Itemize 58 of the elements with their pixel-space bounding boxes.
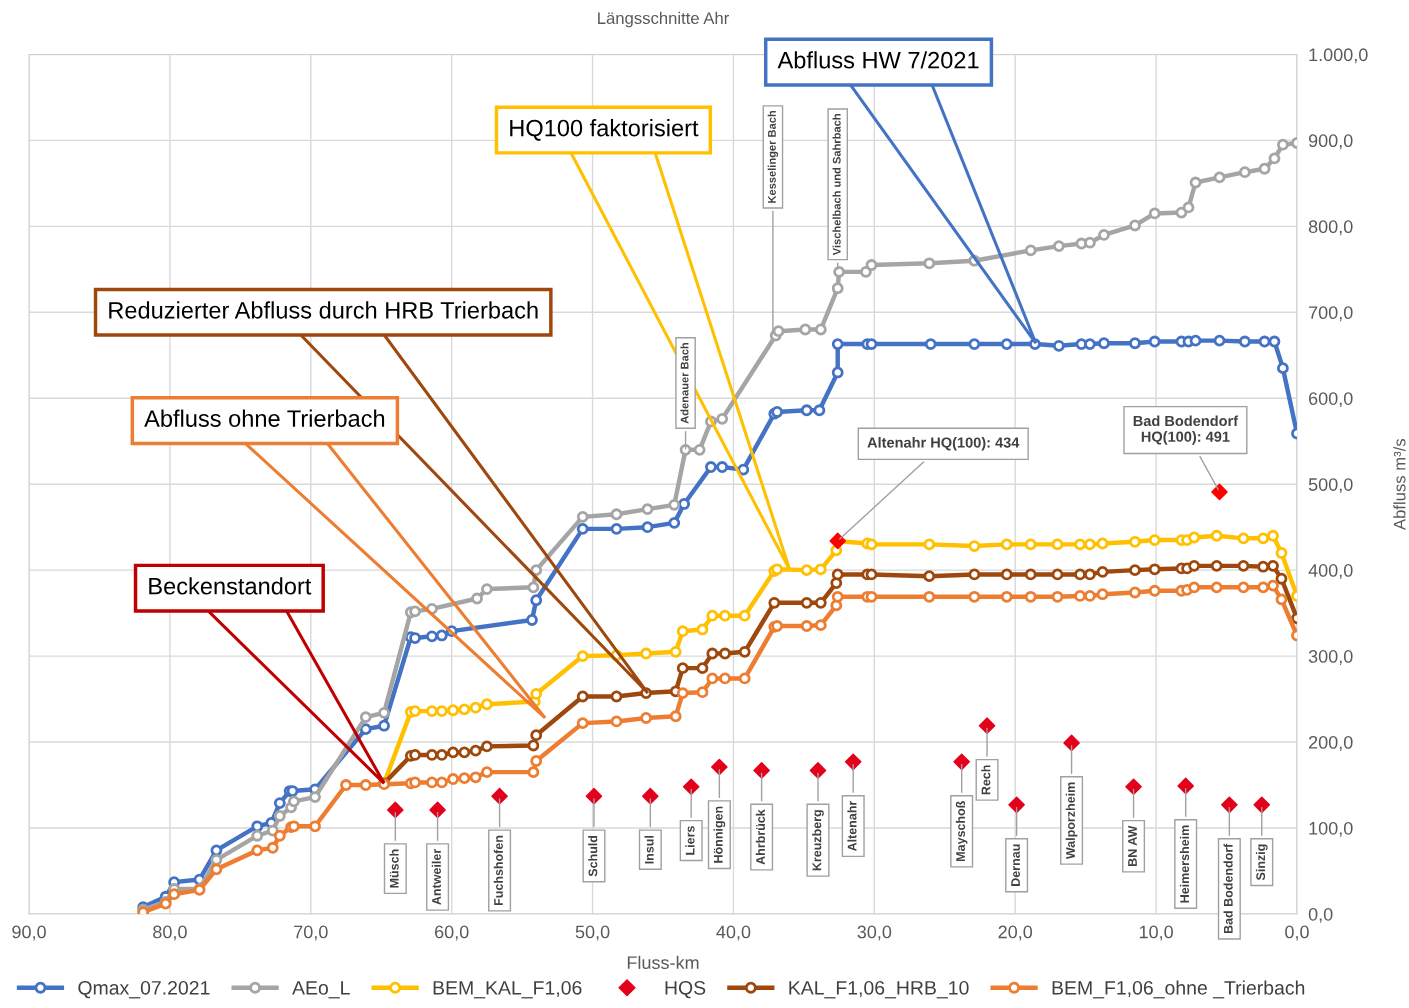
y-tick-label: 400,0 xyxy=(1308,564,1353,579)
chart-title: Längsschnitte Ahr xyxy=(598,11,729,28)
annotation: Mayschoß xyxy=(955,801,968,861)
legend-label: HQS xyxy=(665,980,706,999)
annotation: Sinzig xyxy=(1255,844,1268,881)
legend-label: BEM_KAL_F1,06 xyxy=(433,980,582,999)
annotation: Walporzheim xyxy=(1065,782,1078,860)
y-tick-label: 0,0 xyxy=(1308,907,1333,923)
y-tick-label: 500,0 xyxy=(1308,478,1353,494)
x-tick-label: 20,0 xyxy=(998,925,1033,941)
annotation: Heimersheim xyxy=(1179,825,1190,903)
annotation: Schuld xyxy=(588,835,598,877)
annotation: Beckenstandort xyxy=(149,577,312,595)
annotation: Rech xyxy=(981,765,991,795)
annotation: Reduzierter Abfluss durch HRB Trierbach xyxy=(109,301,538,319)
x-tick-label: 10,0 xyxy=(1139,925,1173,941)
x-tick-label: 80,0 xyxy=(153,925,187,941)
annotation: Bad Bodendorf xyxy=(1223,843,1233,934)
y-tick-label: 100,0 xyxy=(1309,821,1353,837)
annotation: Kesselinger Bach xyxy=(767,110,779,203)
annotation: Altenahr xyxy=(847,800,857,852)
legend-label: AEo_L xyxy=(292,981,350,999)
y-tick-label: 700,0 xyxy=(1309,306,1353,322)
annotation: Bad Bodendorf HQ(100): 491 xyxy=(1133,415,1239,445)
y-tick-label: 800,0 xyxy=(1308,220,1353,236)
y-tick-label: 900,0 xyxy=(1308,134,1353,150)
annotation: Adenauer Bach xyxy=(680,342,689,424)
x-axis-title: Fluss-km xyxy=(627,955,699,970)
x-tick-label: 60,0 xyxy=(435,925,469,941)
annotation: Ahrbrück xyxy=(755,809,765,865)
annotation: Müsch xyxy=(389,849,399,888)
y-tick-label: 600,0 xyxy=(1309,392,1353,408)
x-tick-label: 70,0 xyxy=(294,925,328,941)
annotation: Vischelbach und Sahrbach xyxy=(832,114,841,256)
y-tick-label: 1.000,0 xyxy=(1309,48,1368,64)
y-axis-title: Abfluss m³/s xyxy=(1393,438,1406,530)
x-tick-label: 0,0 xyxy=(1285,925,1309,941)
annotation: Altenahr HQ(100): 434 xyxy=(867,437,1020,451)
annotation: HQ100 faktorisiert xyxy=(510,119,699,141)
legend-label: Qmax_07.2021 xyxy=(78,980,210,999)
y-tick-label: 300,0 xyxy=(1308,650,1353,665)
x-tick-label: 30,0 xyxy=(857,925,892,941)
annotation: Antweiler xyxy=(431,849,441,905)
annotation: Abfluss ohne Trierbach xyxy=(144,409,385,427)
annotation: Dernau xyxy=(1011,844,1020,886)
annotation: Hönnigen xyxy=(713,806,726,863)
legend-label: BEM_F1,06_ohne _Trierbach xyxy=(1052,980,1305,999)
x-tick-label: 50,0 xyxy=(575,925,610,941)
x-tick-label: 90,0 xyxy=(12,925,46,941)
annotation: Kreuzberg xyxy=(812,810,824,871)
y-tick-label: 200,0 xyxy=(1309,735,1353,751)
annotation: BN AW xyxy=(1128,825,1137,866)
annotation: Fuchshofen xyxy=(493,835,503,906)
x-tick-label: 40,0 xyxy=(716,925,751,941)
legend-label: KAL_F1,06_HRB_10 xyxy=(789,980,969,999)
annotation: Insul xyxy=(644,835,654,864)
annotation: Abfluss HW 7/2021 xyxy=(777,51,979,69)
annotation: Liers xyxy=(685,826,695,855)
